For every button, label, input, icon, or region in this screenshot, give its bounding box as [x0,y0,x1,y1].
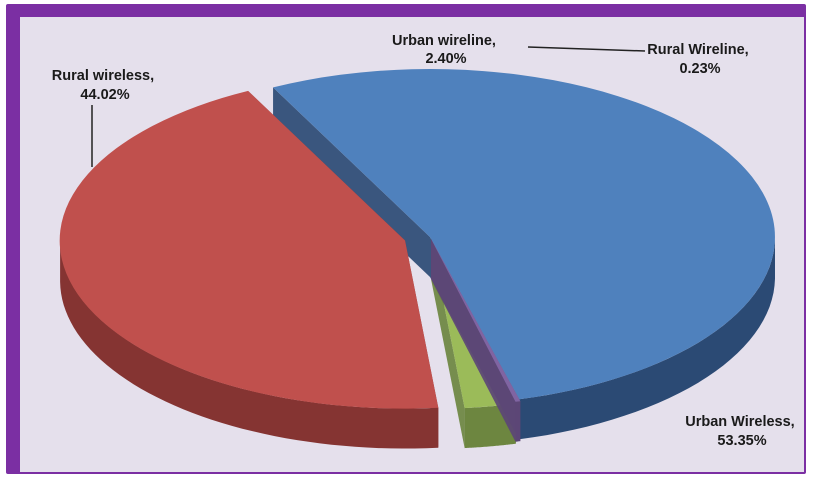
slice-top-rural-wireless [59,90,439,409]
slice-side-rural-wireless [60,241,439,449]
pie-chart: Rural wireless, 44.02% Urban wireline, 2… [52,33,799,449]
slice-side-urban-wireless [519,238,775,440]
pie-labels: Rural wireless, 44.02% Urban wireline, 2… [52,33,799,449]
slice-top-urban-wireless [273,69,775,400]
label-rural-wireline: Rural Wireline, 0.23% [647,42,752,77]
slice-top-rural-wireline [431,238,521,402]
label-urban-wireline: Urban wireline, 2.40% [392,33,500,67]
label-rural-wireless: Rural wireless, 44.02% [52,68,158,103]
leader-line-rural-wireline [527,46,646,52]
pie-slices [59,69,775,449]
slice-edge-rural-wireline [431,238,521,442]
slice-rural-wireline [431,238,521,442]
chart-frame: Rural wireless, 44.02% Urban wireline, 2… [6,4,806,474]
label-urban-wireless: Urban Wireless, 53.35% [685,414,799,449]
plot-area: Rural wireless, 44.02% Urban wireline, 2… [20,17,804,472]
slice-rural-wireless [59,90,439,449]
